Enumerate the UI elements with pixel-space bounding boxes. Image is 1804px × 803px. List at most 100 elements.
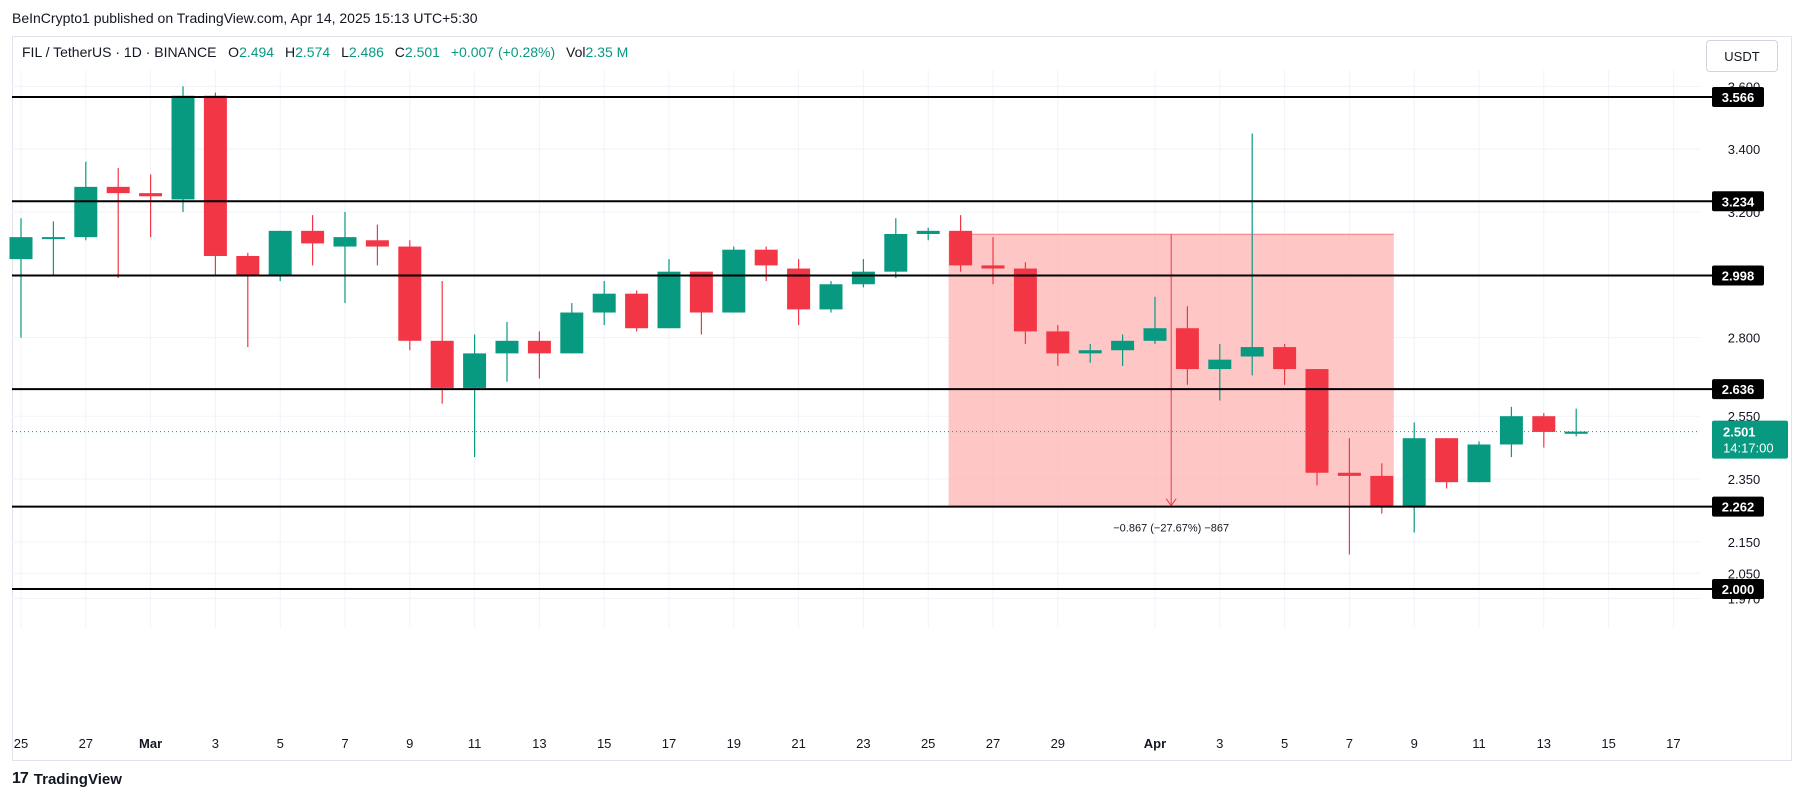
open-value: 2.494	[239, 44, 275, 60]
tradingview-footer[interactable]: 17 TradingView	[12, 770, 122, 788]
x-axis-tick-label: Mar	[139, 736, 162, 751]
candle-body	[268, 230, 292, 275]
candle-body	[560, 312, 584, 354]
candle-body	[1402, 438, 1426, 508]
candle-body	[333, 237, 357, 247]
candle-body	[592, 293, 616, 313]
x-axis-tick-label: 23	[856, 736, 870, 751]
candle-body	[1240, 347, 1264, 357]
candle-body	[1337, 472, 1361, 476]
x-axis-tick-label: 21	[791, 736, 805, 751]
candle-body	[1532, 416, 1556, 432]
volume-label: Vol	[566, 44, 586, 60]
candle-body	[203, 95, 227, 256]
candle-body	[1111, 340, 1135, 351]
candle-body	[981, 265, 1005, 269]
x-axis-tick-label: 11	[468, 736, 482, 751]
level-price-tag	[1712, 265, 1764, 286]
level-price-label: 3.566	[1722, 90, 1755, 105]
x-axis-tick-label: 27	[79, 736, 93, 751]
candle-body	[139, 193, 163, 197]
x-axis-tick-label: 9	[1411, 736, 1418, 751]
candle-body	[527, 340, 551, 354]
x-axis-tick-label: 7	[1346, 736, 1353, 751]
x-axis-tick-label: 3	[1216, 736, 1223, 751]
level-price-label: 3.234	[1722, 194, 1755, 209]
x-axis-tick-label: 17	[662, 736, 676, 751]
candle-body	[1046, 331, 1070, 354]
candle-body	[949, 230, 973, 266]
candle-body	[106, 186, 130, 194]
published-by-line: BeInCrypto1 published on TradingView.com…	[12, 10, 478, 26]
x-axis-tick-label: 27	[986, 736, 1000, 751]
level-price-label: 2.636	[1722, 382, 1755, 397]
y-axis-tick-label: 2.150	[1728, 535, 1761, 550]
candle-body	[657, 271, 681, 329]
x-axis-tick-label: 3	[212, 736, 219, 751]
y-axis-tick-label: 2.050	[1728, 566, 1761, 581]
measure-label: −0.867 (−27.67%) −867	[1113, 523, 1229, 535]
x-axis-tick-label: 15	[1601, 736, 1615, 751]
last-price-tag	[1712, 420, 1788, 459]
candle-body	[1273, 347, 1297, 370]
level-price-tag	[1712, 579, 1764, 599]
candle-body	[236, 255, 260, 275]
high-value: 2.574	[295, 44, 331, 60]
x-axis-tick-label: 5	[277, 736, 284, 751]
last-price-label: 2.501	[1723, 425, 1756, 440]
candle-body	[430, 340, 454, 388]
candle-body	[722, 249, 746, 313]
candle-body	[171, 95, 195, 200]
candle-body	[819, 284, 843, 310]
candle-body	[463, 353, 487, 388]
x-axis-tick-label: 5	[1281, 736, 1288, 751]
x-axis-tick-label: 15	[597, 736, 611, 751]
candle-body	[365, 240, 389, 247]
candle-body	[74, 186, 98, 238]
x-axis-tick-label: 25	[14, 736, 28, 751]
candle-body	[787, 268, 811, 310]
level-price-label: 2.998	[1722, 268, 1755, 283]
volume-value: 2.35 M	[585, 44, 629, 60]
candle-body	[1467, 444, 1491, 483]
x-axis-tick-label: 17	[1666, 736, 1680, 751]
candle-body	[851, 271, 875, 285]
candle-body	[1499, 416, 1523, 445]
candle-body	[1564, 431, 1588, 434]
candle-body	[495, 340, 519, 354]
candle-body	[916, 230, 940, 234]
low-value: 2.486	[348, 44, 384, 60]
y-axis-tick-label: 2.550	[1728, 409, 1761, 424]
level-price-tag	[1712, 379, 1764, 400]
candle-body	[398, 246, 422, 341]
candle-body	[301, 230, 325, 244]
candle-body	[1370, 475, 1394, 508]
symbol-legend[interactable]: FIL / TetherUS · 1D · BINANCE O2.494 H2.…	[22, 44, 635, 60]
candle-body	[625, 293, 649, 329]
x-axis-tick-label: 19	[727, 736, 741, 751]
close-label: C	[394, 44, 405, 60]
x-axis-tick-label: 7	[341, 736, 348, 751]
x-axis-tick-label: 25	[921, 736, 935, 751]
candle-body	[1208, 359, 1232, 370]
candle-body	[1013, 268, 1037, 332]
tradingview-logo-icon: 17	[12, 770, 29, 787]
y-axis-tick-label: 3.400	[1728, 142, 1761, 157]
candle-body	[41, 237, 65, 240]
level-price-tag	[1712, 496, 1764, 517]
candle-countdown-label: 14:17:00	[1723, 441, 1774, 456]
high-label: H	[285, 44, 296, 60]
low-label: L	[341, 44, 349, 60]
tradingview-brand: TradingView	[33, 770, 122, 788]
candle-body	[1078, 350, 1102, 354]
open-label: O	[228, 44, 240, 60]
y-axis-tick-label: 2.800	[1728, 331, 1761, 346]
candle-body	[884, 233, 908, 272]
y-axis-tick-label: 2.350	[1728, 472, 1761, 487]
symbol-name: FIL / TetherUS · 1D · BINANCE	[22, 44, 217, 60]
close-value: 2.501	[404, 44, 440, 60]
x-axis-tick-label: 9	[406, 736, 413, 751]
currency-button[interactable]: USDT	[1706, 40, 1778, 72]
level-price-label: 2.000	[1722, 582, 1755, 597]
